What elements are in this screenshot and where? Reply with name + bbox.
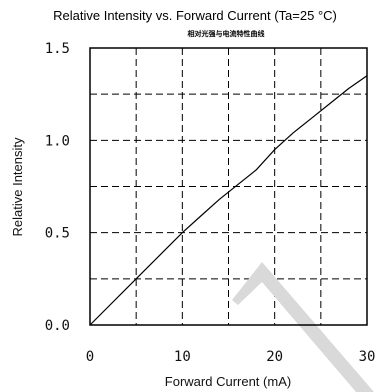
series-layer xyxy=(89,75,368,326)
watermark-mark xyxy=(232,262,374,392)
y-tick-label: 0.0 xyxy=(45,318,70,334)
series-line xyxy=(89,75,368,326)
y-tick-labels: 0.0 0.5 1.0 1.5 xyxy=(45,41,70,334)
chart-title: Relative Intensity vs. Forward Current (… xyxy=(53,8,337,23)
x-tick-labels: 0 10 20 30 xyxy=(86,349,376,365)
x-tick-label: 10 xyxy=(174,349,191,365)
x-tick-label: 20 xyxy=(266,349,283,365)
y-axis-label: Relative Intensity xyxy=(10,137,25,236)
plot-area-frame xyxy=(89,47,368,326)
watermark-shape xyxy=(232,262,374,392)
x-tick-label: 0 xyxy=(86,349,94,365)
chart-subtitle: 相对光强与电流特性曲线 xyxy=(188,29,265,38)
y-tick-label: 1.5 xyxy=(45,41,70,57)
x-axis-label: Forward Current (mA) xyxy=(165,374,291,389)
y-tick-label: 1.0 xyxy=(45,133,70,149)
y-tick-label: 0.5 xyxy=(45,226,70,242)
x-tick-label: 30 xyxy=(359,349,376,365)
grid-lines xyxy=(90,48,367,325)
